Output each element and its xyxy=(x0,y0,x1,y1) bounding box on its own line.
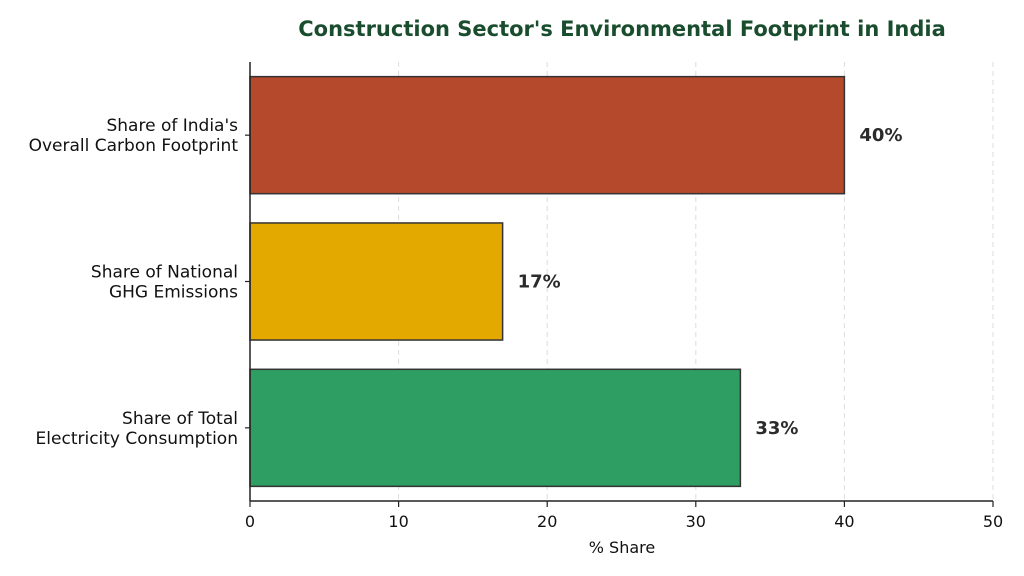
bar-value-label-3: 33% xyxy=(755,418,798,439)
x-tick-label: 10 xyxy=(388,512,408,531)
chart-title: Construction Sector's Environmental Foot… xyxy=(298,17,946,41)
x-tick-label: 20 xyxy=(537,512,557,531)
category-label-2: Share of National GHG Emissions xyxy=(91,263,238,303)
bar-value-label-1: 40% xyxy=(859,125,902,146)
bar-2 xyxy=(250,223,503,340)
x-tick-label: 50 xyxy=(983,512,1003,531)
x-tick-label: 0 xyxy=(245,512,255,531)
x-tick-label: 40 xyxy=(834,512,854,531)
x-axis-ticks: 0 10 20 30 40 50 xyxy=(245,501,1003,531)
bar-1 xyxy=(250,77,844,194)
category-labels: Share of India's Overall Carbon Footprint… xyxy=(29,116,250,449)
bar-3 xyxy=(250,369,740,486)
bar-value-label-2: 17% xyxy=(518,272,561,293)
x-axis-label: % Share xyxy=(589,538,655,557)
x-tick-label: 30 xyxy=(686,512,706,531)
category-label-1: Share of India's Overall Carbon Footprint xyxy=(29,116,239,156)
category-label-3: Share of Total Electricity Consumption xyxy=(36,409,238,449)
